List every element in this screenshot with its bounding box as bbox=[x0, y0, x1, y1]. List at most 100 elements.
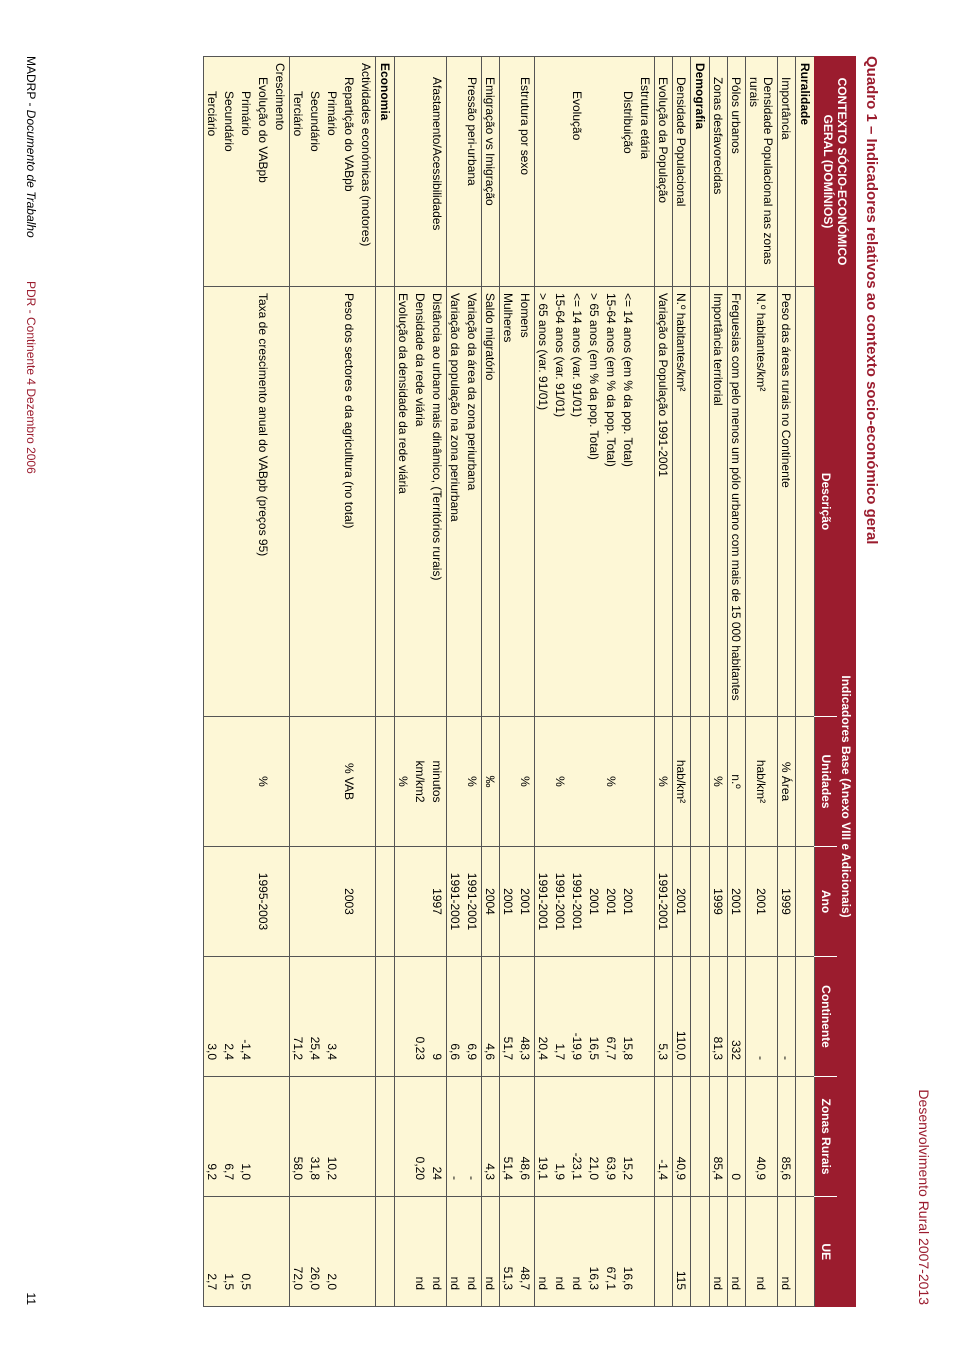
table-cell bbox=[238, 847, 255, 957]
table-cell: 0 bbox=[728, 1077, 746, 1197]
table-cell: Terciário bbox=[290, 57, 308, 287]
table-cell: <= 14 anos (var. 91/01) bbox=[569, 287, 586, 717]
table-cell bbox=[272, 1197, 290, 1307]
th-domain: CONTEXTO SÓCIO-ECONÓMICO GERAL (DOMÍNIOS… bbox=[815, 57, 856, 287]
table-cell bbox=[395, 1077, 413, 1197]
table-cell: 48,3 bbox=[517, 957, 535, 1077]
table-cell bbox=[324, 717, 341, 847]
table-cell: 9,2 bbox=[204, 1077, 222, 1197]
table-row: Densidade PopulacionalN.º habitantes/km²… bbox=[673, 57, 691, 1307]
table-cell bbox=[290, 847, 308, 957]
table-cell: 3,0 bbox=[204, 957, 222, 1077]
table-cell: Variação da População 1991-2001 bbox=[655, 287, 673, 717]
table-cell bbox=[376, 717, 395, 847]
table-cell bbox=[637, 717, 655, 847]
table-cell: % VAB bbox=[341, 717, 358, 847]
table-cell bbox=[324, 847, 341, 957]
table-cell: 332 bbox=[728, 957, 746, 1077]
table-cell bbox=[535, 57, 553, 287]
table-cell: 2004 bbox=[482, 847, 500, 957]
table-cell: nd bbox=[746, 1197, 778, 1307]
table-cell: -23,1 bbox=[569, 1077, 586, 1197]
table-title: Quadro 1 – Indicadores relativos ao cont… bbox=[863, 56, 880, 544]
table-cell: 15-64 anos (var. 91/01) bbox=[552, 287, 569, 717]
table-cell: 85,6 bbox=[778, 1077, 796, 1197]
table-cell: 24 bbox=[429, 1077, 447, 1197]
table-cell: 51,3 bbox=[500, 1197, 518, 1307]
table-cell bbox=[569, 717, 586, 847]
table-cell: 1999 bbox=[778, 847, 796, 957]
table-cell bbox=[691, 1197, 710, 1307]
table-cell bbox=[290, 287, 308, 717]
table-cell bbox=[341, 1077, 358, 1197]
table-cell bbox=[341, 957, 358, 1077]
table-cell: minutos bbox=[429, 717, 447, 847]
table-cell bbox=[535, 717, 553, 847]
table-cell bbox=[255, 1077, 272, 1197]
table-cell: Afastamento/Acessibilidades bbox=[429, 57, 447, 287]
table-cell: 1999 bbox=[710, 847, 728, 957]
table-cell: 1,9 bbox=[552, 1077, 569, 1197]
table-cell bbox=[637, 847, 655, 957]
table-cell bbox=[395, 57, 413, 287]
table-cell bbox=[255, 1197, 272, 1307]
table-row: Densidade Populacional nas zonas ruraisN… bbox=[746, 57, 778, 1307]
table-cell: Taxa de crescimento anual do VABpb (preç… bbox=[255, 287, 272, 717]
table-cell: 2001 bbox=[500, 847, 518, 957]
table-cell: N.º habitantes/km² bbox=[673, 287, 691, 717]
table-cell: 15-64 anos (em % da pop. Total) bbox=[603, 287, 620, 717]
table-cell: % bbox=[517, 717, 535, 847]
table-cell: > 65 anos (var. 91/01) bbox=[535, 287, 553, 717]
table-cell: Peso dos sectores e da agricultura (no t… bbox=[341, 287, 358, 717]
table-cell: 40,9 bbox=[746, 1077, 778, 1197]
table-cell: 15,8 bbox=[620, 957, 637, 1077]
table-cell: 1991-2001 bbox=[655, 847, 673, 957]
table-row: Mulheres200151,751,451,3 bbox=[500, 57, 518, 1307]
table-cell bbox=[447, 57, 465, 287]
table-cell: % bbox=[255, 717, 272, 847]
page-rotated: Desenvolvimento Rural 2007-2013 Quadro 1… bbox=[0, 0, 960, 960]
table-cell bbox=[307, 287, 324, 717]
th-year: Ano bbox=[815, 847, 838, 957]
th-desc: Descrição bbox=[815, 287, 838, 717]
table-cell bbox=[586, 717, 603, 847]
table-cell bbox=[796, 847, 815, 957]
table-cell: Peso das áreas rurais no Continente bbox=[778, 287, 796, 717]
table-cell: nd bbox=[728, 1197, 746, 1307]
table-cell: 0,23 bbox=[412, 957, 429, 1077]
table-cell bbox=[655, 1197, 673, 1307]
table-cell: 0,20 bbox=[412, 1077, 429, 1197]
table-cell: 1991-2001 bbox=[464, 847, 482, 957]
table-cell: Freguesias com pelo menos um pólo urbano… bbox=[728, 287, 746, 717]
table-cell bbox=[358, 1077, 376, 1197]
table-cell bbox=[620, 717, 637, 847]
footer-doc: Documento de Trabalho bbox=[24, 110, 38, 278]
table-cell: 4,3 bbox=[482, 1077, 500, 1197]
table-cell: Importância territorial bbox=[710, 287, 728, 717]
table-cell: 6,9 bbox=[464, 957, 482, 1077]
table-cell bbox=[204, 717, 222, 847]
table-cell: 2001 bbox=[673, 847, 691, 957]
table-cell: % bbox=[710, 717, 728, 847]
table-cell: Homens bbox=[517, 287, 535, 717]
table-cell: % bbox=[395, 717, 413, 847]
table-cell: Emigração vs Imigração bbox=[482, 57, 500, 287]
table-cell: Estrutura por sexo bbox=[517, 57, 535, 287]
table-cell: Crescimento bbox=[272, 57, 290, 287]
table-cell: 71,2 bbox=[290, 957, 308, 1077]
table-cell bbox=[376, 287, 395, 717]
table-cell: - bbox=[447, 1077, 465, 1197]
table-cell: 67,1 bbox=[603, 1197, 620, 1307]
table-cell bbox=[358, 1197, 376, 1307]
table-row: Secundário2,46,71,5 bbox=[221, 57, 238, 1307]
table-cell: Primário bbox=[324, 57, 341, 287]
table-cell: Actividades económicas (motores) bbox=[358, 57, 376, 287]
table-cell: 58,0 bbox=[290, 1077, 308, 1197]
table-cell: 16,5 bbox=[586, 957, 603, 1077]
table-cell bbox=[637, 287, 655, 717]
table-cell bbox=[637, 1077, 655, 1197]
table-cell bbox=[272, 847, 290, 957]
table-cell: nd bbox=[412, 1197, 429, 1307]
table-cell: 51,7 bbox=[500, 957, 518, 1077]
table-cell: Mulheres bbox=[500, 287, 518, 717]
